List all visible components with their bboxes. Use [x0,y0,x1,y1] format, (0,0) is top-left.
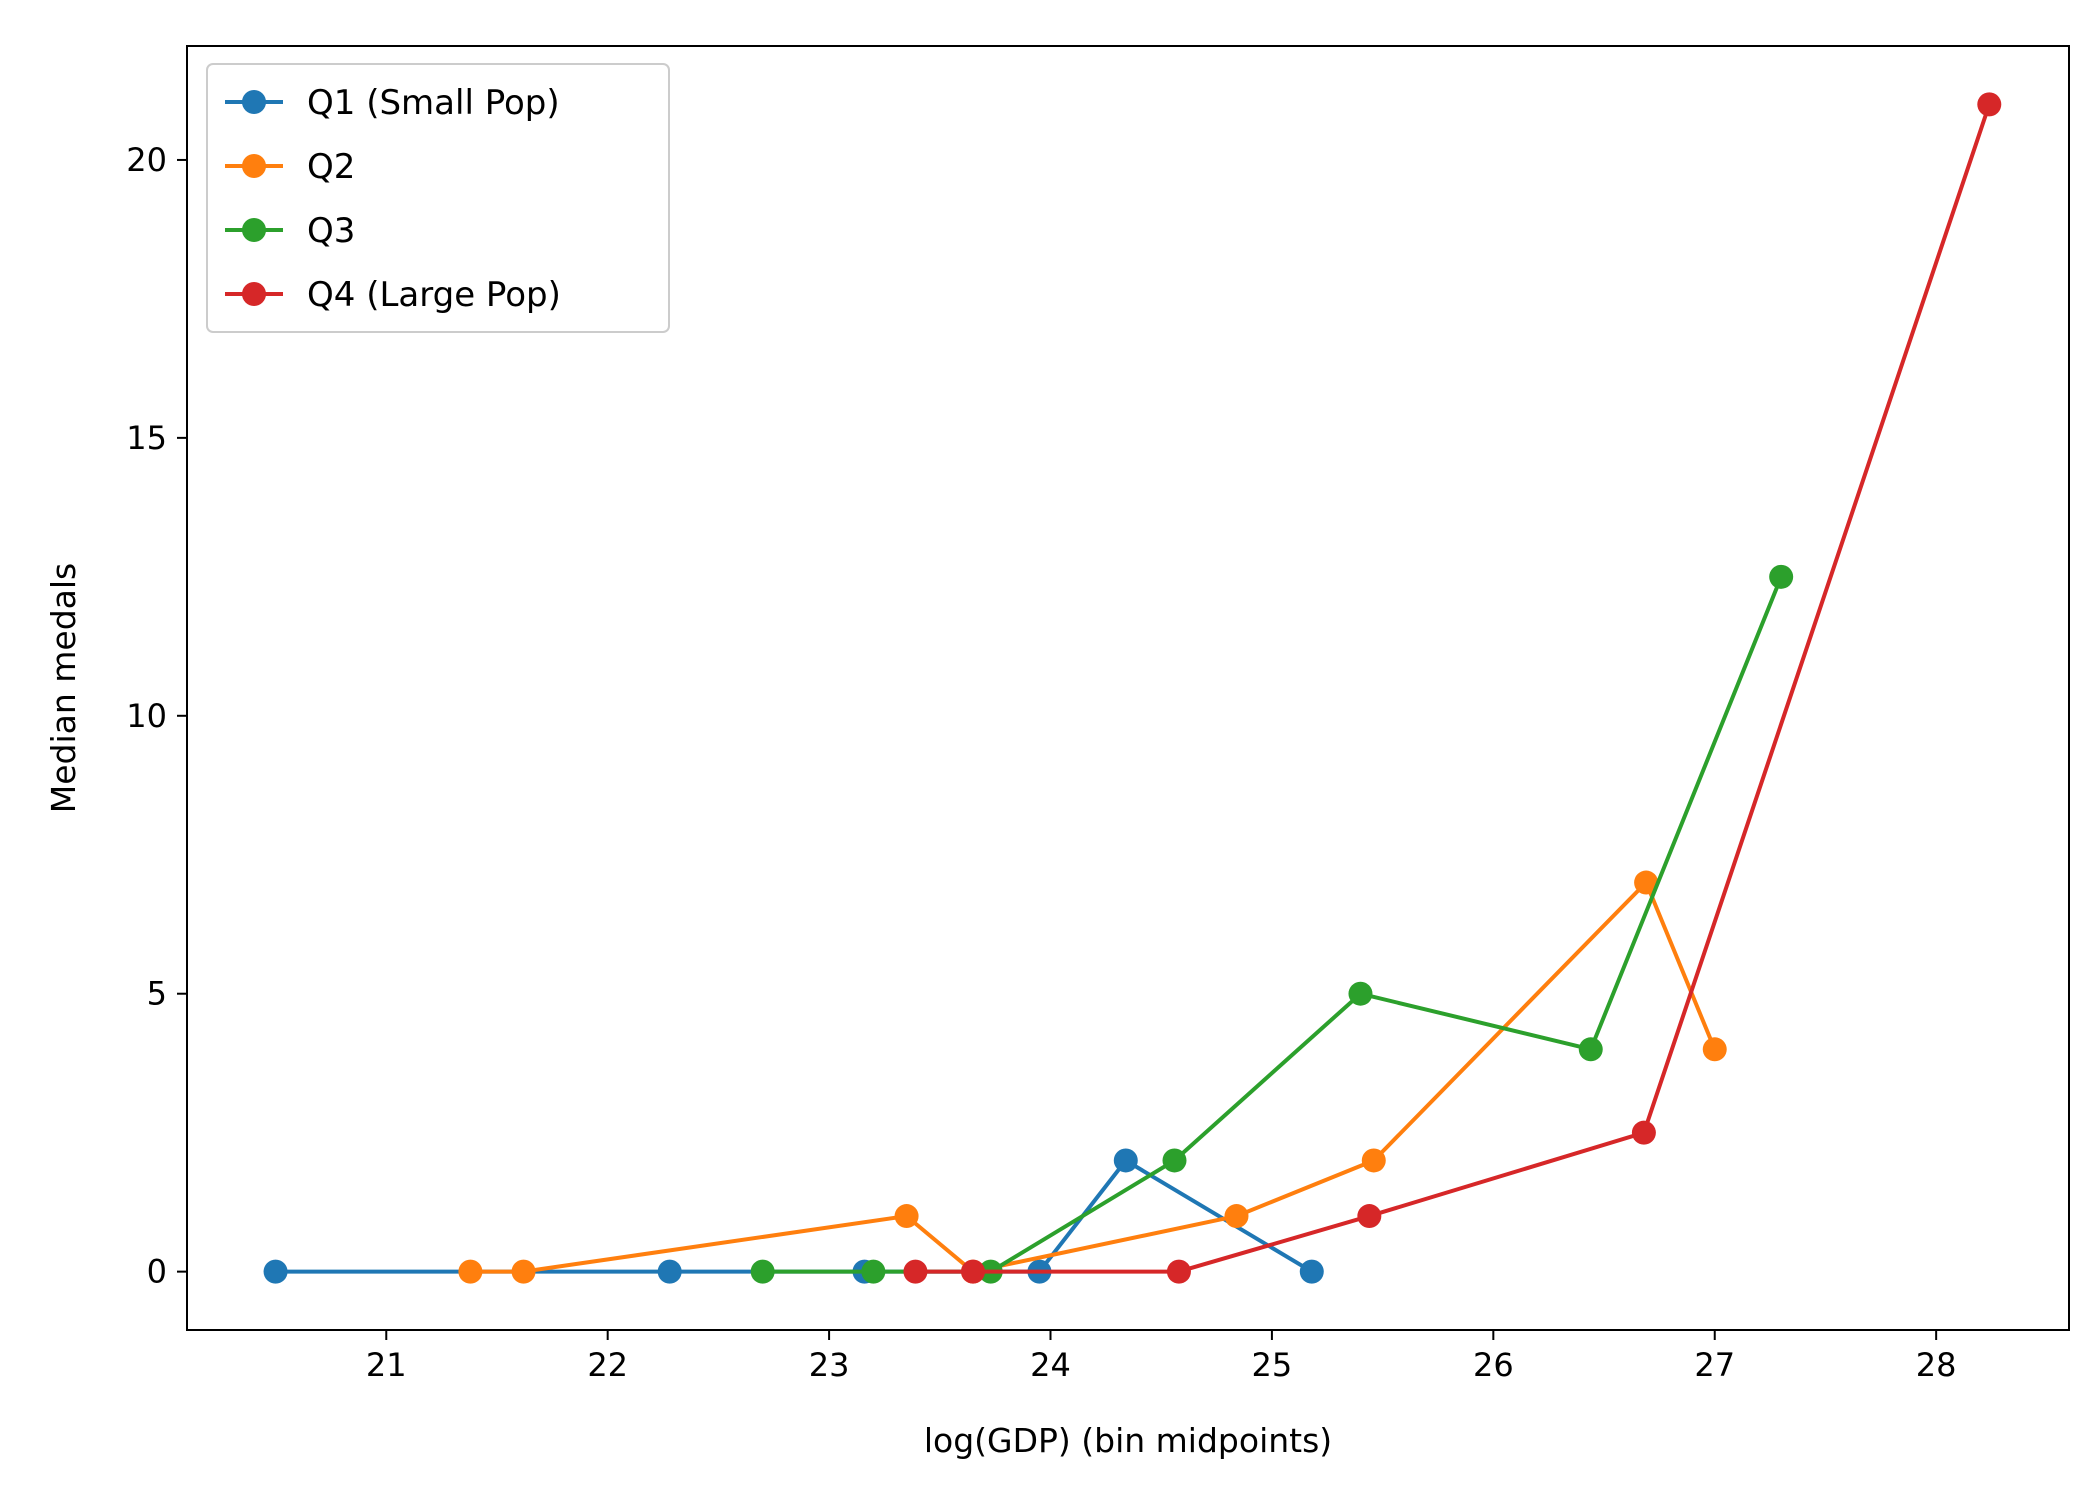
x-tick-label: 26 [1473,1346,1514,1384]
legend-label: Q2 [307,147,355,187]
x-tick-label: 22 [587,1346,628,1384]
data-point [1348,981,1373,1006]
data-point [1702,1037,1727,1062]
x-tick-label: 24 [1030,1346,1071,1384]
data-point [1357,1204,1382,1229]
axes-frame [186,45,2070,1331]
data-point [1977,92,2002,117]
legend-item: Q3 [225,211,355,251]
data-point [1361,1148,1386,1173]
legend-marker [242,90,266,114]
series-2 [458,870,1727,1284]
data-point [1769,564,1794,589]
data-point [1299,1259,1324,1284]
data-point [961,1259,986,1284]
x-tick-label: 25 [1252,1346,1293,1384]
series-3 [750,564,1794,1284]
legend-label: Q3 [307,211,355,251]
plot-area [263,92,2002,1284]
data-point [1634,870,1659,895]
x-tick-label: 21 [366,1346,407,1384]
legend-marker [242,154,266,178]
y-axis-label: Median medals [44,563,83,814]
x-tick-label: 28 [1916,1346,1957,1384]
legend-item: Q1 (Small Pop) [225,83,560,123]
data-point [903,1259,928,1284]
data-point [894,1204,919,1229]
data-point [263,1259,288,1284]
legend-box [206,63,670,333]
x-axis: 21 22 23 24 25 26 27 28 [366,1330,1957,1384]
y-tick-label: 20 [126,141,167,179]
y-tick-label: 10 [126,697,167,735]
x-tick-label: 27 [1694,1346,1735,1384]
legend-item: Q2 [225,147,355,187]
series-4 [903,92,2002,1284]
data-point [750,1259,775,1284]
x-axis-label: log(GDP) (bin midpoints) [924,1421,1332,1460]
data-point [1113,1148,1138,1173]
x-tick-label: 23 [809,1346,850,1384]
legend-label: Q4 (Large Pop) [307,275,561,315]
legend-marker [242,282,266,306]
legend: Q1 (Small Pop) Q2 Q3 Q4 (Large Pop) [206,63,670,333]
data-point [861,1259,886,1284]
data-point [458,1259,483,1284]
y-tick-label: 15 [126,419,167,457]
data-point [1224,1204,1249,1229]
y-tick-label: 5 [147,975,167,1013]
legend-item: Q4 (Large Pop) [225,275,561,315]
data-point [1578,1037,1603,1062]
data-point [1166,1259,1191,1284]
data-point [1162,1148,1187,1173]
y-tick-label: 0 [147,1253,167,1291]
legend-label: Q1 (Small Pop) [307,83,560,123]
series-line [470,880,1717,1274]
data-point [657,1259,682,1284]
y-axis: 0 5 10 15 20 [126,141,187,1291]
data-point [511,1259,536,1284]
legend-marker [242,218,266,242]
data-point [1631,1120,1656,1145]
